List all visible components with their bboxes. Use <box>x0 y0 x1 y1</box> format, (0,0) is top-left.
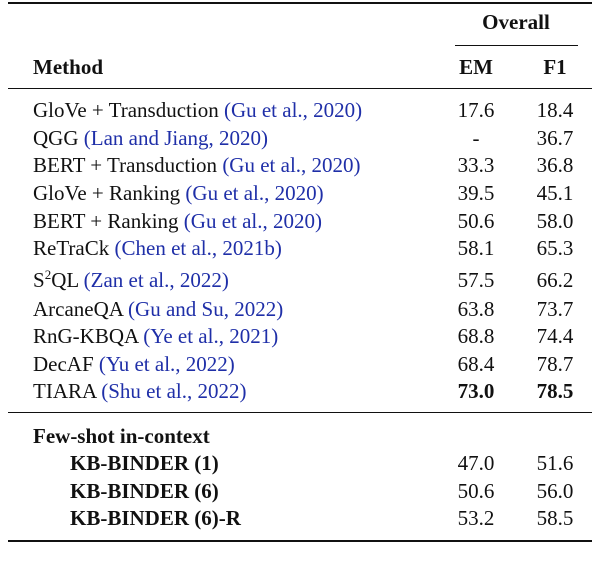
em-value: - <box>472 126 480 150</box>
em-value: 39.5 <box>457 181 495 205</box>
f1-value: 18.4 <box>536 98 574 122</box>
em-value: 68.4 <box>457 352 495 376</box>
column-header: EM <box>459 55 493 79</box>
section-rule <box>8 412 592 413</box>
f1-value: 78.7 <box>536 352 574 376</box>
f1-value: 56.0 <box>536 479 574 503</box>
group-rule <box>455 45 578 46</box>
method-name: QGG <box>33 126 79 150</box>
method-name: ArcaneQA <box>33 297 123 321</box>
method-name: QL <box>51 268 79 292</box>
citation: (Chen et al., 2021b) <box>114 236 282 260</box>
f1-value: 36.8 <box>536 153 574 177</box>
f1-value: 65.3 <box>536 236 574 260</box>
f1-value: 58.0 <box>536 209 574 233</box>
method-name: KB-BINDER (6)-R <box>70 506 241 530</box>
method-name: DecAF <box>33 352 94 376</box>
method-cell: BERT + Ranking (Gu et al., 2020) <box>33 209 322 233</box>
f1-value: 58.5 <box>536 506 574 530</box>
citation: (Lan and Jiang, 2020) <box>83 126 269 150</box>
method-cell: GloVe + Ranking (Gu et al., 2020) <box>33 181 324 205</box>
f1-value: 45.1 <box>536 181 574 205</box>
citation: (Shu et al., 2022) <box>101 379 247 403</box>
method-cell: TIARA (Shu et al., 2022) <box>33 379 246 403</box>
method-name: ReTraCk <box>33 236 110 260</box>
em-value: 50.6 <box>457 209 495 233</box>
f1-value: 51.6 <box>536 451 574 475</box>
method-name: BERT + Transduction <box>33 153 218 177</box>
em-value: 68.8 <box>457 324 495 348</box>
method-name: S <box>33 268 45 292</box>
citation: (Gu et al., 2020) <box>183 209 323 233</box>
method-name: RnG-KBQA <box>33 324 139 348</box>
method-name: KB-BINDER (1) <box>70 451 219 475</box>
method-name: TIARA <box>33 379 96 403</box>
bottom-rule <box>8 540 592 542</box>
method-name: GloVe + Ranking <box>33 181 181 205</box>
method-cell: RnG-KBQA (Ye et al., 2021) <box>33 324 278 348</box>
method-superscript: 2 <box>44 267 52 282</box>
em-value: 57.5 <box>457 268 495 292</box>
em-value: 63.8 <box>457 297 495 321</box>
f1-value: 36.7 <box>536 126 574 150</box>
em-value: 47.0 <box>457 451 495 475</box>
citation: (Ye et al., 2021) <box>143 324 279 348</box>
em-value: 53.2 <box>457 506 495 530</box>
method-cell: BERT + Transduction (Gu et al., 2020) <box>33 153 361 177</box>
em-value: 50.6 <box>457 479 495 503</box>
citation: (Gu and Su, 2022) <box>128 297 284 321</box>
method-name: GloVe + Transduction <box>33 98 219 122</box>
column-header: Method <box>33 55 103 79</box>
em-value: 73.0 <box>457 379 495 403</box>
em-value: 58.1 <box>457 236 495 260</box>
f1-value: 73.7 <box>536 297 574 321</box>
f1-value: 78.5 <box>536 379 574 403</box>
citation: (Yu et al., 2022) <box>98 352 235 376</box>
method-name: BERT + Ranking <box>33 209 179 233</box>
method-name: KB-BINDER (6) <box>70 479 219 503</box>
section-title: Few-shot in-context <box>33 424 210 448</box>
method-cell: ReTraCk (Chen et al., 2021b) <box>33 236 282 260</box>
method-cell: S2QL (Zan et al., 2022) <box>33 268 229 292</box>
f1-value: 66.2 <box>536 268 574 292</box>
f1-value: 74.4 <box>536 324 574 348</box>
method-cell: DecAF (Yu et al., 2022) <box>33 352 235 376</box>
citation: (Gu et al., 2020) <box>185 181 324 205</box>
method-cell: ArcaneQA (Gu and Su, 2022) <box>33 297 283 321</box>
citation: (Gu et al., 2020) <box>222 153 361 177</box>
top-rule <box>8 2 592 4</box>
em-value: 33.3 <box>457 153 495 177</box>
citation: (Zan et al., 2022) <box>83 268 229 292</box>
method-cell: GloVe + Transduction (Gu et al., 2020) <box>33 98 362 122</box>
column-header: F1 <box>543 55 567 79</box>
em-value: 17.6 <box>457 98 495 122</box>
group-header: Overall <box>482 10 550 34</box>
header-rule <box>8 88 592 89</box>
citation: (Gu et al., 2020) <box>223 98 363 122</box>
method-cell: QGG (Lan and Jiang, 2020) <box>33 126 268 150</box>
